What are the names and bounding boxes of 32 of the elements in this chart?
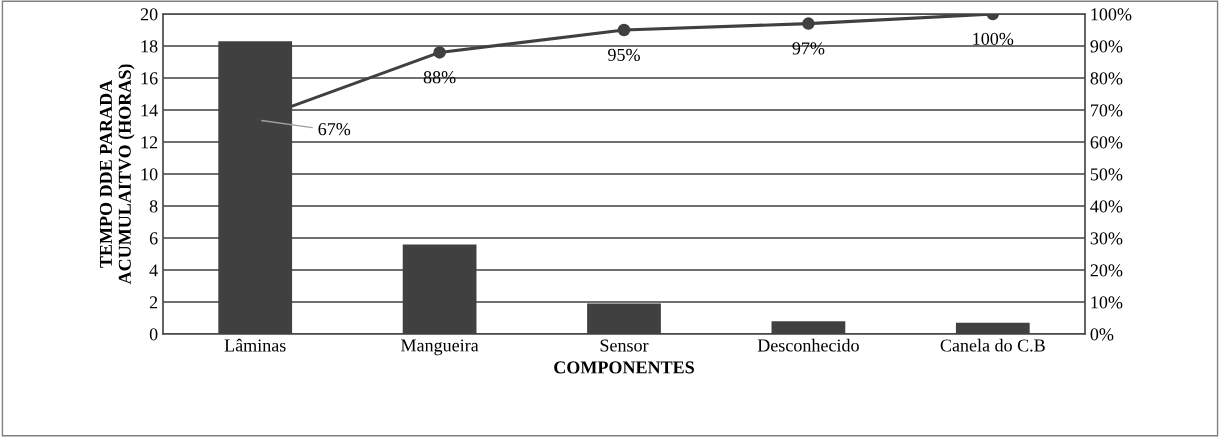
y-tick-label: 8 [149,200,158,213]
y2-tick-label: 10% [1091,296,1123,309]
y-tick-label: 10 [141,168,158,181]
x-tick-label: Desconhecido [757,338,859,352]
y-tick-label: 14 [141,104,158,117]
y2-tick-label: 20% [1090,264,1123,277]
data-label: 95% [608,48,640,61]
x-tick-label: Mangueira [401,339,479,356]
y2-tick-label: 70% [1091,104,1123,117]
y2-tick-label: 90% [1090,40,1123,53]
y-tick-label: 6 [149,232,158,245]
x-tick-label: Canela do C.B [940,338,1045,352]
y-tick-label: 0 [149,328,158,341]
y-tick-label: 16 [141,72,158,85]
x-tick-label: Sensor [600,339,649,352]
data-label: 67% [318,123,351,136]
y2-tick-label: 50% [1090,168,1123,181]
y2-tick-label: 40% [1090,200,1123,213]
y2-tick-label: 0% [1090,328,1114,341]
data-label: 100% [973,32,1014,45]
y-tick-label: 2 [149,296,158,309]
y-tick-label: 12 [141,136,158,149]
y2-tick-label: 30% [1090,232,1123,245]
y-axis-title: TEMPO DDE PARADA ACUMULAITVO (HORAS) [99,64,135,285]
y-tick-label: 4 [149,264,158,277]
x-tick-label: Lâminas [224,338,286,352]
x-axis-title: COMPONENTES [554,361,694,374]
y2-tick-label: 60% [1090,136,1123,149]
y-tick-label: 18 [141,40,158,53]
y2-tick-label: 100% [1091,8,1132,21]
y2-tick-label: 80% [1090,72,1123,85]
y-tick-label: 20 [140,8,158,21]
